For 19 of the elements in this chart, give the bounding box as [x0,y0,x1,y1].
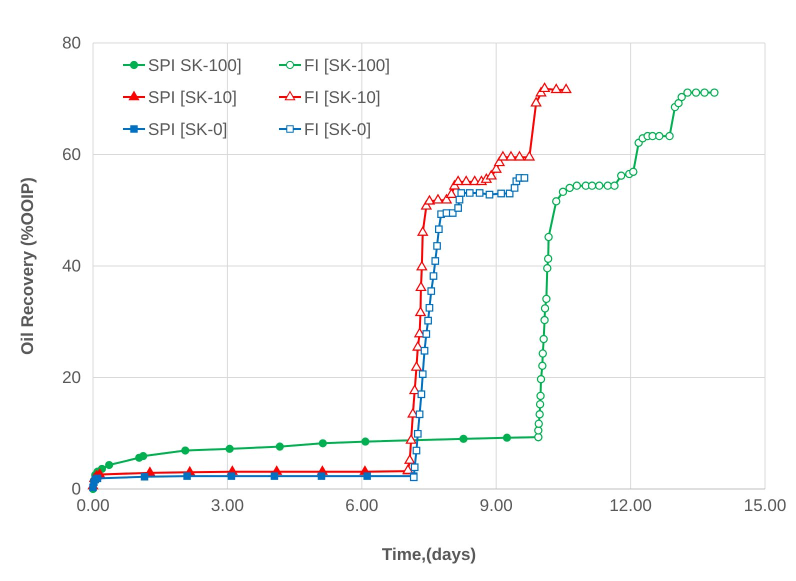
legend-label: SPI [SK-0] [148,120,228,139]
y-axis-title: Oil Recovery (%OOIP) [18,177,37,355]
x-tick-label: 0.00 [76,496,110,516]
y-tick-label: 40 [62,256,81,276]
legend-label: SPI SK-100] [148,56,242,75]
legend-label: FI [SK-100] [304,56,390,75]
legend-label: FI [SK-0] [304,120,372,139]
y-tick-label: 60 [62,144,81,164]
x-tick-label: 3.00 [210,496,244,516]
x-tick-label: 9.00 [480,496,513,516]
y-tick-label: 20 [62,368,81,387]
x-tick-label: 6.00 [345,496,378,516]
y-tick-label: 0 [72,479,81,498]
x-tick-label: 15.00 [744,496,786,516]
y-tick-label: 80 [62,33,81,52]
legend-label: FI [SK-10] [304,88,381,107]
legend-label: SPI [SK-10] [148,88,237,107]
x-tick-label: 12.00 [609,496,652,516]
x-axis-title: Time,(days) [382,545,476,564]
